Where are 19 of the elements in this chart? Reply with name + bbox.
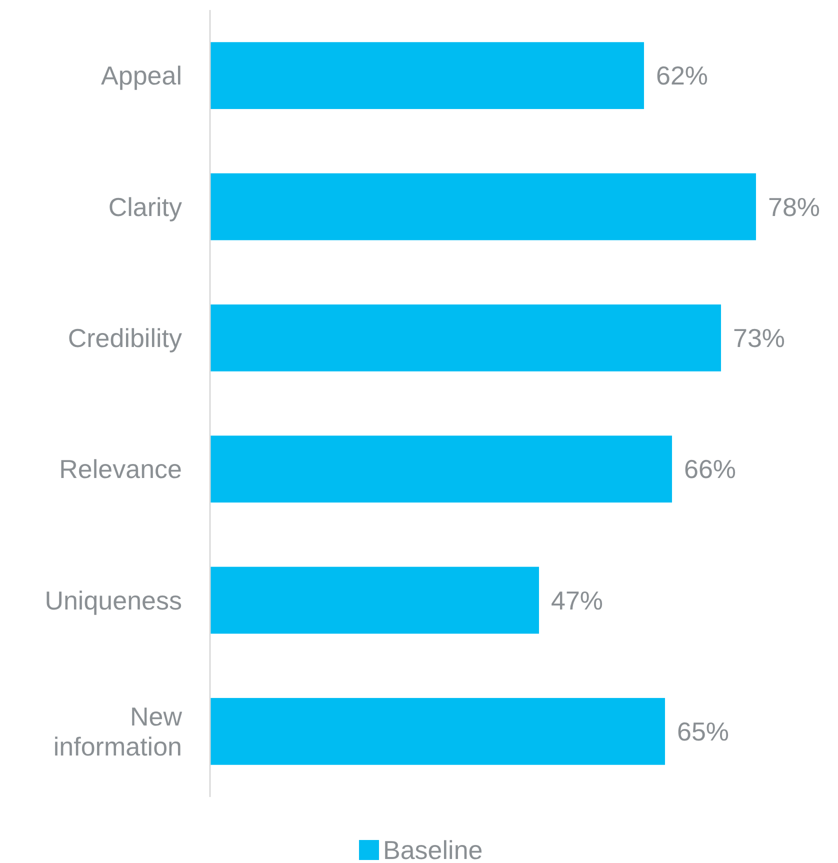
bar xyxy=(210,566,539,634)
y-tick-label: Uniqueness xyxy=(44,585,182,616)
y-tick-label: New information xyxy=(53,702,182,762)
data-label: 62% xyxy=(656,60,708,91)
legend-label: Baseline xyxy=(383,835,483,863)
bar xyxy=(210,42,644,110)
bar xyxy=(210,173,756,240)
y-tick-label: Appeal xyxy=(101,60,182,91)
y-tick-label: Relevance xyxy=(59,454,182,484)
bar xyxy=(210,698,665,765)
data-label: 47% xyxy=(551,585,604,616)
data-label: 78% xyxy=(768,192,820,222)
y-tick-label: Clarity xyxy=(108,192,182,222)
data-label: 66% xyxy=(684,454,736,484)
bar xyxy=(210,436,672,503)
data-label: 73% xyxy=(733,323,786,354)
bar xyxy=(210,304,721,372)
data-label: 65% xyxy=(677,716,730,747)
y-tick-label: Credibility xyxy=(68,323,182,354)
